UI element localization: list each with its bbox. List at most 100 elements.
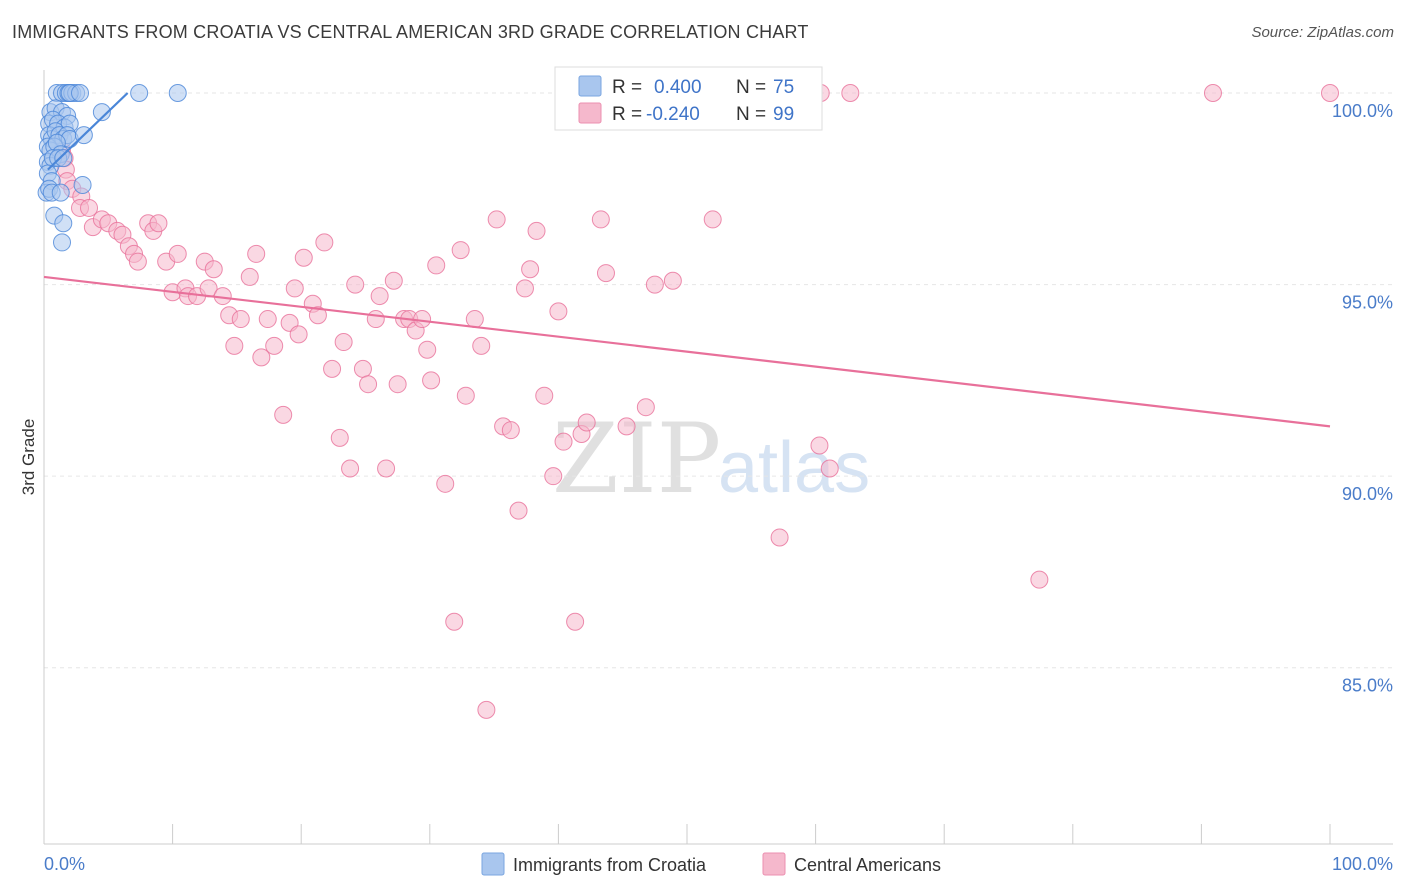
central-americans-point	[451, 241, 470, 260]
central-americans-point	[294, 248, 313, 267]
central-americans-point	[258, 310, 277, 329]
x-tick-label-min: 0.0%	[44, 854, 85, 874]
series-legend-label-central-americans: Central Americans	[794, 855, 941, 875]
legend-r-value-central-americans: -0.240	[646, 104, 700, 125]
central-americans-point	[1203, 83, 1222, 102]
central-americans-point	[477, 700, 496, 719]
y-tick-label: 95.0%	[1342, 293, 1393, 313]
central-americans-point	[274, 405, 293, 424]
y-tick-label: 90.0%	[1342, 484, 1393, 504]
central-americans-point	[346, 275, 365, 294]
croatia-trend-line	[47, 92, 129, 171]
central-americans-point	[231, 310, 250, 329]
central-americans-point	[427, 256, 446, 275]
croatia-point	[71, 83, 90, 102]
central-americans-point	[515, 279, 534, 298]
central-americans-point	[289, 325, 308, 344]
central-americans-point	[770, 528, 789, 547]
central-americans-point	[422, 371, 441, 390]
central-americans-point	[1030, 570, 1049, 589]
central-americans-point	[80, 198, 99, 217]
croatia-point	[92, 103, 111, 122]
central-americans-point	[149, 214, 168, 233]
central-americans-point	[128, 252, 147, 271]
trend-lines	[43, 92, 1331, 428]
central-americans-point	[204, 260, 223, 279]
central-americans-point	[225, 336, 244, 355]
stats-legend: R = 0.400 N = 75 R = -0.240 N = 99	[554, 66, 823, 131]
central-americans-point	[418, 340, 437, 359]
series-legend-swatch-croatia	[481, 852, 505, 876]
central-americans-point	[636, 398, 655, 417]
central-americans-point	[456, 386, 475, 405]
central-americans-point	[577, 413, 596, 432]
legend-n-value-croatia: 75	[773, 77, 794, 98]
central-americans-point	[554, 432, 573, 451]
central-americans-point	[521, 260, 540, 279]
central-americans-point	[596, 264, 615, 283]
croatia-points	[37, 83, 187, 252]
y-axis-label: 3rd Grade	[19, 419, 38, 496]
central-americans-point	[509, 501, 528, 520]
legend-n-value-central-americans: 99	[773, 104, 794, 125]
chart-title: IMMIGRANTS FROM CROATIA VS CENTRAL AMERI…	[12, 22, 809, 42]
central-americans-point	[168, 244, 187, 263]
central-americans-point	[315, 233, 334, 252]
central-americans-point	[323, 359, 342, 378]
central-americans-point	[1321, 83, 1339, 102]
legend-n-label-central-americans: N =	[736, 104, 766, 125]
central-americans-point	[240, 267, 259, 286]
central-americans-point	[341, 459, 360, 478]
central-americans-point	[285, 279, 304, 298]
legend-r-label-croatia: R =	[612, 77, 642, 98]
series-legend: Immigrants from Croatia Central American…	[481, 852, 941, 876]
croatia-point	[54, 149, 73, 168]
central-americans-point	[841, 83, 860, 102]
croatia-point	[168, 83, 187, 102]
central-americans-point	[645, 275, 664, 294]
central-americans-point	[501, 421, 520, 440]
central-americans-points	[53, 83, 1339, 719]
central-americans-point	[544, 467, 563, 486]
central-americans-point	[366, 310, 385, 329]
watermark-zip: ZIP	[552, 403, 721, 515]
central-americans-point	[308, 306, 327, 325]
central-americans-point	[820, 459, 839, 478]
croatia-point	[51, 183, 70, 202]
central-americans-point	[384, 271, 403, 290]
central-americans-point	[353, 359, 372, 378]
central-americans-point	[617, 417, 636, 436]
croatia-point	[130, 83, 149, 102]
y-tick-label: 100.0%	[1332, 101, 1393, 121]
central-americans-point	[663, 271, 682, 290]
central-americans-point	[487, 210, 506, 229]
central-americans-point	[377, 459, 396, 478]
y-tick-label: 85.0%	[1342, 676, 1393, 696]
croatia-point	[54, 214, 73, 233]
central-americans-point	[472, 336, 491, 355]
legend-swatch-croatia	[578, 75, 602, 97]
central-americans-point	[703, 210, 722, 229]
legend-r-label-central-americans: R =	[612, 104, 642, 125]
central-americans-point	[465, 310, 484, 329]
series-legend-swatch-central-americans	[762, 852, 786, 876]
central-americans-point	[265, 336, 284, 355]
legend-swatch-central-americans	[578, 102, 602, 124]
central-americans-point	[566, 612, 585, 631]
central-americans-point	[334, 333, 353, 352]
central-americans-point	[247, 244, 266, 263]
series-legend-label-croatia: Immigrants from Croatia	[513, 855, 707, 875]
x-tick-label-max: 100.0%	[1332, 854, 1393, 874]
central-americans-point	[810, 436, 829, 455]
central-americans-point	[535, 386, 554, 405]
central-americans-point	[370, 287, 389, 306]
central-americans-point	[527, 221, 546, 240]
central-americans-trend-line	[43, 275, 1331, 428]
x-axis-ticks	[43, 824, 1331, 844]
central-americans-point	[591, 210, 610, 229]
legend-n-label-croatia: N =	[736, 77, 766, 98]
central-americans-point	[252, 348, 271, 367]
central-americans-point	[330, 428, 349, 447]
gridlines	[44, 92, 1393, 669]
